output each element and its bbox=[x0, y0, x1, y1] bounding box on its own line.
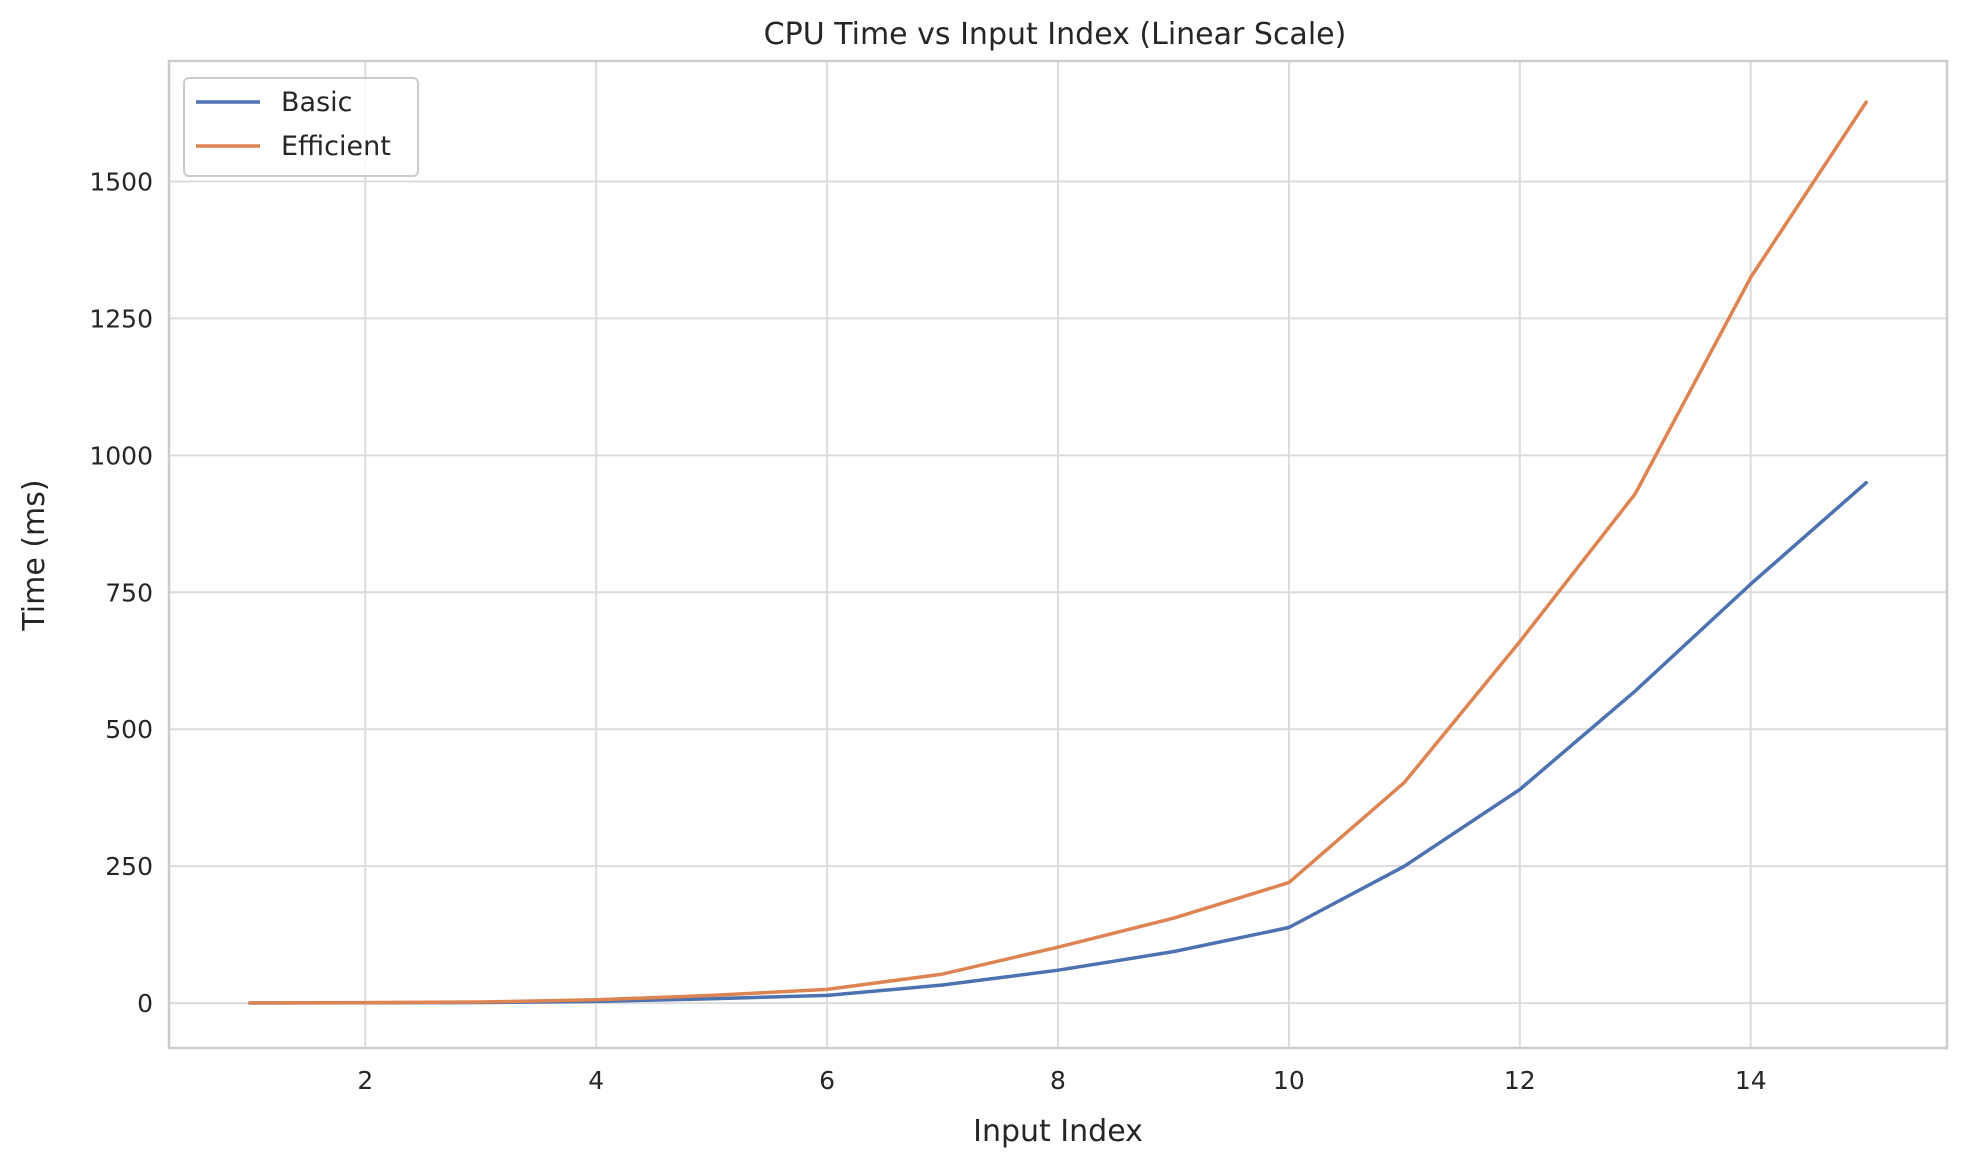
y-tick-label: 250 bbox=[105, 852, 153, 881]
series-layer bbox=[248, 100, 1868, 1005]
legend-label-basic: Basic bbox=[281, 87, 352, 118]
x-tick-label: 2 bbox=[357, 1066, 373, 1095]
legend: Basic Efficient bbox=[183, 77, 419, 177]
x-axis-title: Input Index bbox=[973, 1114, 1143, 1149]
x-tick-labels: 2 4 6 8 10 12 14 bbox=[357, 1066, 1766, 1095]
x-tick-label: 10 bbox=[1273, 1066, 1305, 1095]
y-tick-label: 500 bbox=[105, 715, 153, 744]
x-tick-label: 12 bbox=[1504, 1066, 1536, 1095]
legend-label-efficient: Efficient bbox=[281, 131, 391, 162]
y-tick-label: 1000 bbox=[89, 441, 153, 470]
y-tick-label: 1250 bbox=[89, 304, 153, 333]
y-tick-label: 1500 bbox=[89, 167, 153, 196]
y-axis-title: Time (ms) bbox=[17, 479, 52, 631]
x-tick-label: 8 bbox=[1050, 1066, 1066, 1095]
x-tick-label: 6 bbox=[819, 1066, 835, 1095]
x-tick-label: 4 bbox=[588, 1066, 604, 1095]
plot-frame bbox=[167, 59, 1949, 1050]
series-line-efficient bbox=[248, 100, 1868, 1005]
y-tick-label: 750 bbox=[105, 578, 153, 607]
y-tick-labels: 0 250 500 750 1000 1250 1500 bbox=[89, 167, 153, 1018]
x-tick-label: 14 bbox=[1735, 1066, 1767, 1095]
y-tick-label: 0 bbox=[137, 989, 153, 1018]
chart-title: CPU Time vs Input Index (Linear Scale) bbox=[764, 17, 1347, 52]
